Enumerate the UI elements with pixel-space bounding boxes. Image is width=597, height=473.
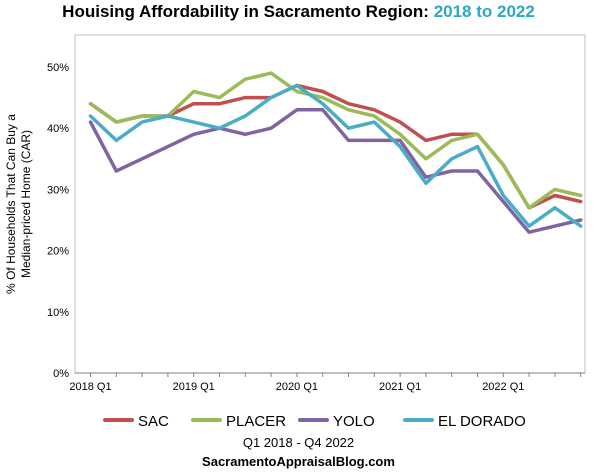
chart-title-main: Houising Affordability in Sacramento Reg… [62, 2, 429, 21]
series-lines [88, 71, 583, 234]
series-line-placer [88, 71, 583, 210]
y-axis-label-line1: % Of Households That Can Buy a [4, 114, 18, 294]
x-tick-label: 2021 Q1 [379, 381, 421, 393]
legend-label-sac: SAC [138, 413, 169, 430]
x-tick-label: 2019 Q1 [173, 381, 215, 393]
chart-legend: SAC PLACER YOLO EL DORADO [103, 413, 526, 430]
x-tick-label: 2020 Q1 [276, 381, 318, 393]
series-line-yolo [88, 108, 583, 234]
series-line-el-dorado [88, 83, 583, 228]
x-tick-label: 2018 Q1 [69, 381, 111, 393]
chart-title-highlight: 2018 to 2022 [433, 2, 535, 21]
legend-label-placer: PLACER [226, 413, 286, 430]
legend-label-el-dorado: EL DORADO [438, 413, 526, 430]
y-tick-label: 20% [47, 246, 69, 258]
y-tick-label: 30% [47, 184, 69, 196]
y-tick-label: 10% [47, 307, 69, 319]
chart-title: Houising Affordability in Sacramento Reg… [0, 2, 597, 22]
x-tick-label: 2022 Q1 [482, 381, 524, 393]
y-axis-label-line2: Median-priced Home (CAR) [19, 130, 33, 278]
y-tick-label: 0% [53, 368, 69, 380]
y-tick-label: 50% [47, 62, 69, 74]
legend-label-yolo: YOLO [333, 413, 375, 430]
chart-caption: Q1 2018 - Q4 2022 [242, 435, 355, 450]
y-tick-label: 40% [47, 123, 69, 135]
site-credit: SacramentoAppraisalBlog.com [202, 454, 395, 469]
y-axis-ticks: 0% 10% 20% 30% 40% 50% [47, 62, 69, 380]
x-axis-ticks: 2018 Q1 2019 Q1 2020 Q1 2021 Q1 2022 Q1 [69, 373, 582, 393]
chart-axes [74, 34, 586, 374]
